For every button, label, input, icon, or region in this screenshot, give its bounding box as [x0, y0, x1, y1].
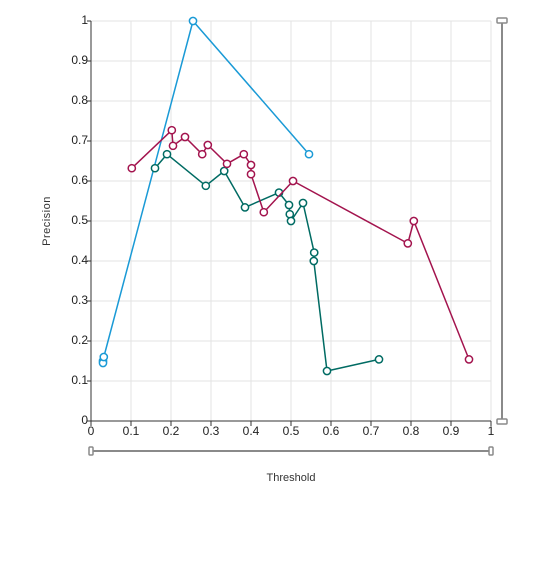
- axes: 0 0.1 0.2 0.3 0.4 0.5 0.6 0.7 0.8 0.9 1 0 0.1 0.2 0.3 0…: [71, 13, 494, 438]
- data-point[interactable]: [285, 209, 295, 219]
- x-tick-label: 0.1: [123, 424, 140, 438]
- y-tick-label: 0.3: [71, 293, 88, 307]
- x-tick-label: 0.2: [163, 424, 180, 438]
- data-point[interactable]: [464, 355, 474, 364]
- data-point[interactable]: [219, 166, 229, 176]
- series-layer: [98, 16, 474, 376]
- data-point[interactable]: [304, 149, 314, 159]
- x-range-scrollbar[interactable]: [88, 446, 494, 456]
- data-point[interactable]: [403, 239, 413, 248]
- x-tick-label: 0.3: [203, 424, 220, 438]
- y-axis-title: Precision: [41, 196, 53, 246]
- data-point[interactable]: [309, 256, 319, 266]
- y-tick-label: 0.6: [71, 173, 88, 187]
- data-point[interactable]: [309, 248, 319, 257]
- series-line: [154, 153, 380, 372]
- x-tick-label: 1: [488, 424, 495, 438]
- data-point[interactable]: [203, 140, 213, 150]
- x-tick-label: 0.6: [323, 424, 340, 438]
- x-tick-label: 0.4: [243, 424, 260, 438]
- x-tick-label: 0.8: [403, 424, 420, 438]
- y-tick-label: 0.4: [71, 253, 88, 267]
- y-tick-label: 0.9: [71, 53, 88, 67]
- data-point[interactable]: [222, 159, 232, 169]
- y-tick-label: 0.8: [71, 93, 88, 107]
- y-tick-label: 1: [81, 13, 88, 27]
- data-point[interactable]: [197, 149, 207, 159]
- y-tick-label: 0: [81, 413, 88, 427]
- data-point[interactable]: [150, 163, 160, 173]
- x-tick-label: 0.5: [283, 424, 300, 438]
- series-2: [150, 149, 384, 376]
- data-point[interactable]: [99, 352, 109, 362]
- data-point[interactable]: [409, 216, 419, 226]
- x-tick-label: 0: [88, 424, 95, 438]
- x-tick-label: 0.7: [363, 424, 380, 438]
- y-tick-label: 0.1: [71, 373, 88, 387]
- data-point[interactable]: [246, 160, 256, 170]
- y-range-scrollbar[interactable]: [496, 17, 508, 425]
- data-point[interactable]: [239, 149, 249, 159]
- x-axis-title: Threshold: [267, 472, 316, 484]
- data-point[interactable]: [180, 132, 190, 142]
- y-tick-label: 0.7: [71, 133, 88, 147]
- data-point[interactable]: [284, 200, 294, 210]
- series-line: [131, 129, 470, 360]
- x-range-handle-right[interactable]: [488, 446, 494, 456]
- data-point[interactable]: [246, 169, 256, 179]
- data-point[interactable]: [167, 125, 177, 135]
- x-range-handle-left[interactable]: [88, 446, 94, 456]
- data-point[interactable]: [240, 203, 250, 212]
- y-tick-label: 0.2: [71, 333, 88, 347]
- data-point[interactable]: [286, 216, 296, 226]
- data-point[interactable]: [374, 355, 384, 364]
- data-point[interactable]: [298, 198, 308, 208]
- series-1: [98, 16, 314, 368]
- data-point[interactable]: [259, 207, 269, 217]
- data-point[interactable]: [168, 141, 178, 151]
- data-point[interactable]: [201, 181, 211, 191]
- data-point[interactable]: [188, 16, 198, 26]
- series-3: [127, 125, 474, 364]
- y-tick-label: 0.5: [71, 213, 88, 227]
- data-point[interactable]: [322, 366, 332, 376]
- x-tick-label: 0.9: [443, 424, 460, 438]
- y-range-handle-top[interactable]: [496, 17, 508, 24]
- data-point[interactable]: [162, 149, 172, 159]
- data-point[interactable]: [288, 176, 298, 186]
- y-range-handle-bottom[interactable]: [496, 418, 508, 425]
- data-point[interactable]: [127, 163, 137, 173]
